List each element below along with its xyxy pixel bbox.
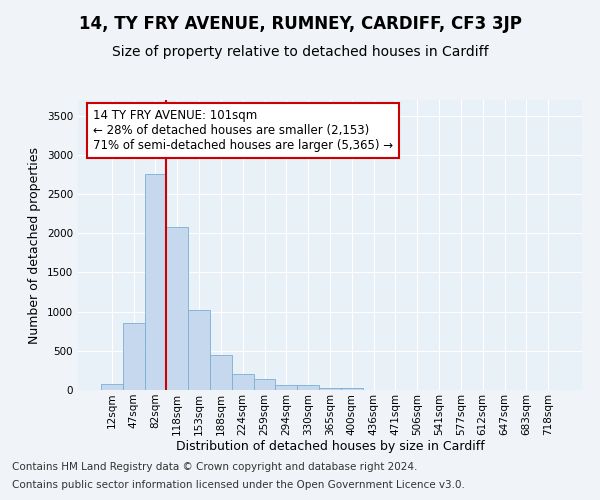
Text: 14 TY FRY AVENUE: 101sqm
← 28% of detached houses are smaller (2,153)
71% of sem: 14 TY FRY AVENUE: 101sqm ← 28% of detach… (93, 108, 393, 152)
X-axis label: Distribution of detached houses by size in Cardiff: Distribution of detached houses by size … (176, 440, 484, 454)
Bar (275, 386, 297, 390)
Bar (101, 384, 123, 390)
Bar (145, 174, 166, 390)
Bar (341, 388, 363, 390)
Bar (319, 388, 341, 390)
Bar (166, 228, 188, 390)
Bar (210, 354, 232, 390)
Bar (254, 378, 275, 390)
Bar (297, 386, 319, 390)
Text: Contains HM Land Registry data © Crown copyright and database right 2024.: Contains HM Land Registry data © Crown c… (12, 462, 418, 472)
Text: 14, TY FRY AVENUE, RUMNEY, CARDIFF, CF3 3JP: 14, TY FRY AVENUE, RUMNEY, CARDIFF, CF3 … (79, 15, 521, 33)
Y-axis label: Number of detached properties: Number of detached properties (28, 146, 41, 344)
Text: Size of property relative to detached houses in Cardiff: Size of property relative to detached ho… (112, 45, 488, 59)
Text: Contains public sector information licensed under the Open Government Licence v3: Contains public sector information licen… (12, 480, 465, 490)
Bar (232, 374, 254, 390)
Bar (188, 310, 210, 390)
Bar (123, 324, 145, 390)
